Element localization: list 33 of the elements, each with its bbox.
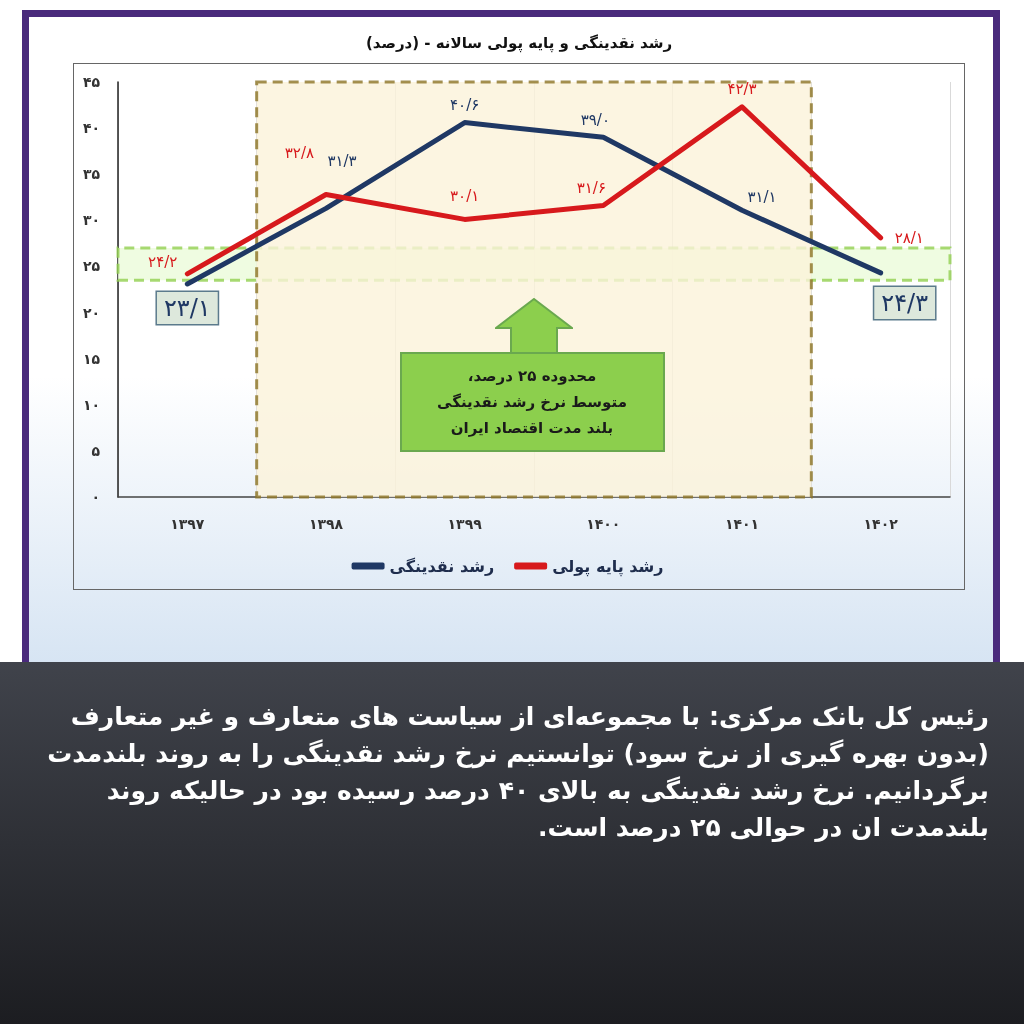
data-label: ۳۹/۰ <box>580 110 610 129</box>
y-tick-label: ۵ <box>91 442 101 459</box>
data-label: ۲۴/۳ <box>881 288 929 317</box>
text: رئیس کل بانک مرکزی: با مجموعه‌ای از سیاست های متعارف و غیر متعارف (بدون بهره گیری از نرخ سود) توانستیم نرخ رشد نقدینگی را به روند بلندمدت برگردانیم. نرخ رشد نقدینگی به بالای ۴۰ درصد رسیده بود در حالیکه روند بلندمدت ان در حوالی ۲۵ درصد است. <box>46 701 989 844</box>
x-tick-label: ۱۴۰۱ <box>724 516 760 532</box>
x-tick-label: ۱۳۹۷ <box>170 516 205 532</box>
x-tick-label: ۱۴۰۰ <box>586 516 621 532</box>
annotation: محدوده ۲۵ درصد، متوسط نرخ رشد نقدینگی بلند مدت اقتصاد ایران <box>437 366 627 439</box>
y-tick-label: ۴۰ <box>82 120 100 137</box>
legend-label: رشد پایه پولی <box>552 556 664 577</box>
data-label: ۳۲/۸ <box>284 143 314 162</box>
data-label: ۳۰/۱ <box>450 186 480 205</box>
y-tick-label: ۴۵ <box>82 74 101 90</box>
x-tick-label: ۱۳۹۸ <box>308 516 344 532</box>
data-label: ۳۱/۶ <box>576 179 606 198</box>
data-label: ۴۲/۳ <box>727 80 757 99</box>
data-label: ۲۳/۱ <box>163 293 211 322</box>
data-label: ۳۱/۱ <box>747 187 777 206</box>
y-tick-label: ۱۰ <box>82 396 100 413</box>
y-tick-label: ۱۵ <box>82 350 101 367</box>
y-tick-label: ۳۵ <box>82 166 101 183</box>
data-label: ۴۰/۶ <box>450 96 480 115</box>
y-tick-label: ۳۰ <box>82 212 100 229</box>
y-tick-label: ۲۰ <box>82 304 100 321</box>
data-label: ۲۴/۲ <box>148 252 178 271</box>
data-label: ۳۱/۳ <box>327 151 357 170</box>
x-tick-label: ۱۳۹۹ <box>447 516 483 532</box>
y-tick-label: ۰ <box>91 489 100 505</box>
data-label: ۲۸/۱ <box>894 228 924 247</box>
x-tick-label: ۱۴۰۲ <box>863 516 899 532</box>
legend-label: رشد نقدینگی <box>389 556 495 576</box>
chart-title: رشد نقدینگی و پایه پولی سالانه - (درصد) <box>365 34 673 52</box>
y-tick-label: ۲۵ <box>82 258 101 275</box>
